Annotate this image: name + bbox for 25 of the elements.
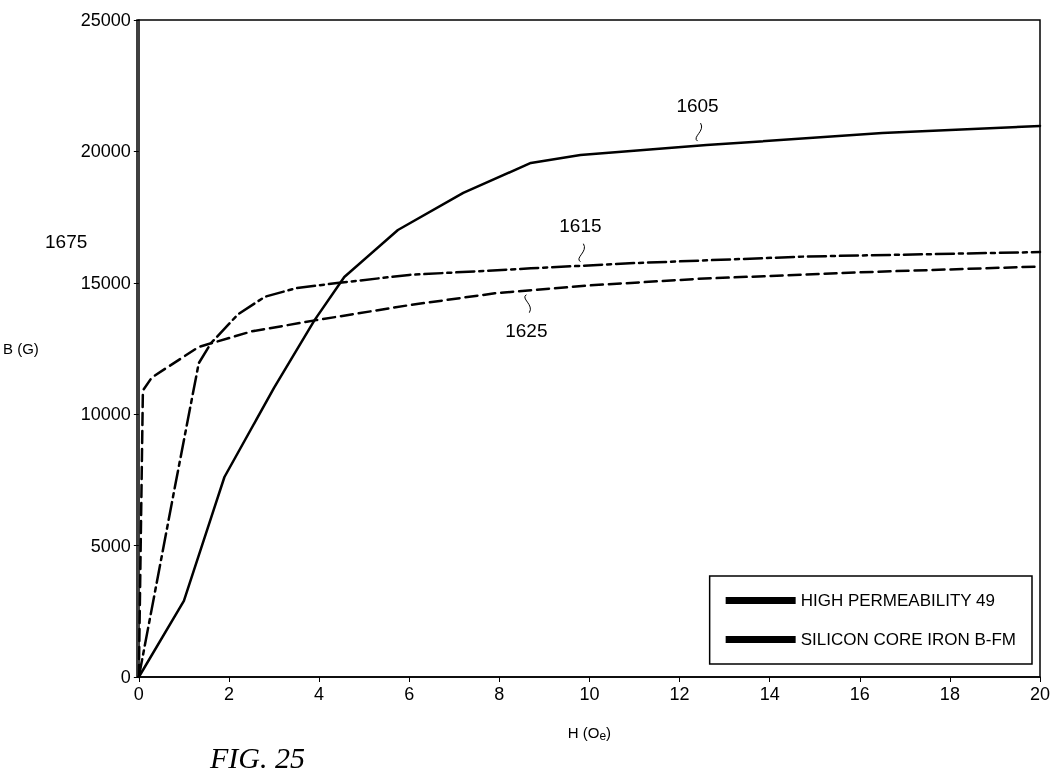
y-tick-label: 20000 xyxy=(80,141,131,162)
y-tick-label: 0 xyxy=(120,667,131,687)
y-tick-label: 10000 xyxy=(80,404,131,425)
x-tick-label: 6 xyxy=(404,684,415,704)
caption: FIG. 25 xyxy=(209,740,305,774)
x-tick-label: 18 xyxy=(939,684,960,704)
x-tick-label: 2 xyxy=(223,684,234,704)
legend-label: HIGH PERMEABILITY 49 xyxy=(800,591,995,610)
legend-label: SILICON CORE IRON B-FM xyxy=(800,630,1017,649)
annotation: 1625 xyxy=(505,320,548,342)
x-tick-label: 4 xyxy=(314,684,325,704)
x-tick-label: 0 xyxy=(133,684,144,704)
y-axis-title: B (G) xyxy=(2,340,39,357)
x-tick-label: 20 xyxy=(1029,684,1051,704)
y-tick-label: 15000 xyxy=(80,272,131,293)
y-tick-label: 25000 xyxy=(80,10,131,30)
y-tick-label: 5000 xyxy=(90,535,131,556)
x-tick-label: 10 xyxy=(579,684,600,704)
x-tick-label: 8 xyxy=(494,684,505,704)
x-tick-label: 16 xyxy=(849,684,870,704)
annotation: 1605 xyxy=(676,94,719,116)
annotation: 1615 xyxy=(559,215,602,237)
x-tick-label: 12 xyxy=(669,684,690,704)
text: 1675 xyxy=(45,231,88,252)
x-tick-label: 14 xyxy=(759,684,780,704)
